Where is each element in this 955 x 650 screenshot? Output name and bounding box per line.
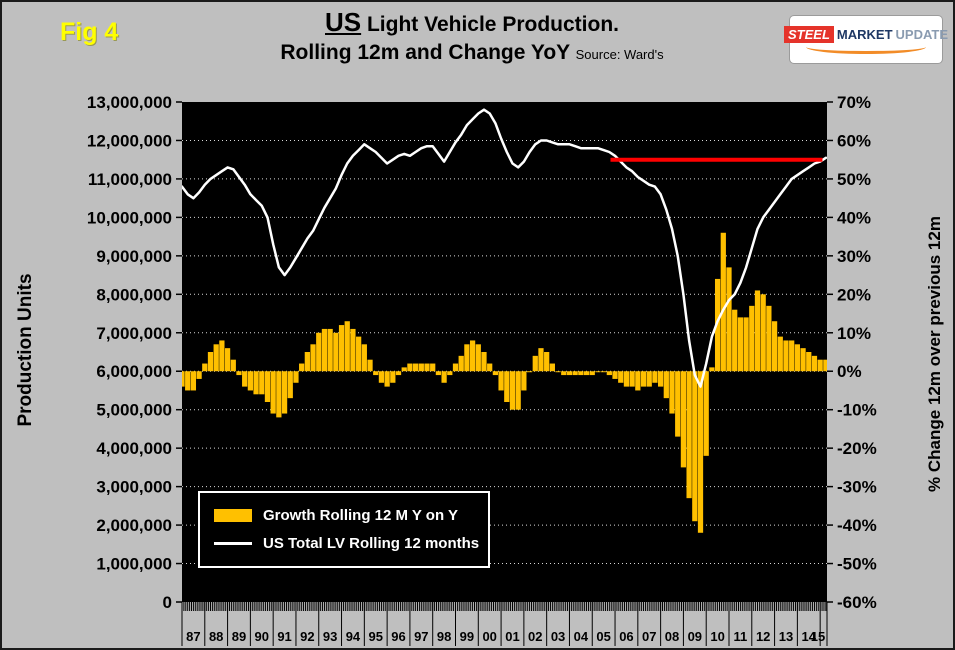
logo-steel-badge: STEEL — [784, 25, 834, 43]
svg-text:87: 87 — [186, 629, 200, 644]
title-line1: US Light Vehicle Production. — [132, 7, 812, 38]
svg-text:10: 10 — [710, 629, 724, 644]
svg-text:15: 15 — [811, 629, 825, 644]
svg-text:07: 07 — [642, 629, 656, 644]
logo-market-text: MARKET — [836, 26, 893, 42]
svg-text:4,000,000: 4,000,000 — [96, 439, 172, 458]
svg-text:-10%: -10% — [837, 401, 877, 420]
svg-text:1,000,000: 1,000,000 — [96, 555, 172, 574]
svg-text:05: 05 — [596, 629, 610, 644]
svg-text:60%: 60% — [837, 131, 871, 150]
svg-text:9,000,000: 9,000,000 — [96, 247, 172, 266]
steel-market-update-logo: STEEL MARKET UPDATE — [784, 16, 948, 63]
svg-text:99: 99 — [460, 629, 474, 644]
logo-text: STEEL MARKET UPDATE — [784, 25, 948, 43]
legend-item-growth: Growth Rolling 12 M Y on Y — [214, 507, 488, 524]
growth-series-swatch — [214, 509, 252, 522]
svg-text:40%: 40% — [837, 208, 871, 227]
svg-text:08: 08 — [665, 629, 679, 644]
legend: Growth Rolling 12 M Y on Y US Total LV R… — [198, 491, 490, 568]
svg-text:09: 09 — [688, 629, 702, 644]
svg-text:12: 12 — [756, 629, 770, 644]
svg-text:02: 02 — [528, 629, 542, 644]
source-note: Source: Ward's — [575, 47, 664, 62]
svg-text:50%: 50% — [837, 170, 871, 189]
svg-text:10%: 10% — [837, 324, 871, 343]
svg-text:91: 91 — [277, 629, 291, 644]
right-axis-title: % Change 12m over previous 12m — [925, 216, 944, 492]
svg-text:98: 98 — [437, 629, 451, 644]
production-series-swatch — [214, 542, 252, 545]
svg-text:7,000,000: 7,000,000 — [96, 324, 172, 343]
svg-text:-40%: -40% — [837, 516, 877, 535]
legend-label-growth: Growth Rolling 12 M Y on Y — [263, 507, 459, 524]
svg-text:00: 00 — [482, 629, 496, 644]
svg-text:8,000,000: 8,000,000 — [96, 285, 172, 304]
svg-text:88: 88 — [209, 629, 223, 644]
svg-text:0%: 0% — [837, 362, 862, 381]
svg-text:03: 03 — [551, 629, 565, 644]
svg-text:-60%: -60% — [837, 593, 877, 612]
svg-text:2,000,000: 2,000,000 — [96, 516, 172, 535]
svg-text:20%: 20% — [837, 285, 871, 304]
title-line2-text: Rolling 12m and Change YoY — [280, 41, 570, 64]
svg-text:01: 01 — [505, 629, 519, 644]
right-axis-labels: 70% 60% 50% 40% 30% 20% 10% 0% -10% -20% -30% -40% -… — [827, 93, 877, 612]
svg-text:10,000,000: 10,000,000 — [87, 208, 172, 227]
svg-text:-50%: -50% — [837, 555, 877, 574]
svg-text:90: 90 — [255, 629, 269, 644]
svg-text:89: 89 — [232, 629, 246, 644]
svg-text:0: 0 — [163, 593, 172, 612]
svg-text:13,000,000: 13,000,000 — [87, 93, 172, 112]
title-us: US — [325, 7, 362, 37]
svg-text:93: 93 — [323, 629, 337, 644]
svg-text:3,000,000: 3,000,000 — [96, 478, 172, 497]
svg-text:-30%: -30% — [837, 478, 877, 497]
svg-text:04: 04 — [574, 629, 589, 644]
svg-text:30%: 30% — [837, 247, 871, 266]
logo-update-text: UPDATE — [895, 26, 948, 42]
title-rest: Light Vehicle Production. — [361, 13, 619, 36]
svg-text:96: 96 — [391, 629, 405, 644]
svg-text:97: 97 — [414, 629, 428, 644]
svg-text:11,000,000: 11,000,000 — [88, 170, 172, 189]
figure-number: Fig 4 — [60, 18, 119, 46]
svg-text:94: 94 — [346, 629, 361, 644]
chart-title: US Light Vehicle Production. Rolling 12m… — [132, 7, 812, 65]
svg-text:12,000,000: 12,000,000 — [87, 131, 172, 150]
production-line-series — [182, 108, 827, 388]
svg-text:11: 11 — [734, 629, 748, 644]
svg-text:70%: 70% — [837, 93, 871, 112]
legend-item-production: US Total LV Rolling 12 months — [214, 535, 488, 552]
logo-swoosh — [806, 40, 926, 54]
x-axis: 87 88 89 90 91 92 93 94 95 96 97 98 99 00 01 02 03 04 05 06… — [181, 602, 828, 646]
svg-text:95: 95 — [368, 629, 382, 644]
left-axis-labels: 0 1,000,000 2,000,000 3,000,000 4,000,000 5,0… — [87, 93, 182, 612]
left-axis-title: Production Units — [15, 273, 36, 427]
svg-text:6,000,000: 6,000,000 — [96, 362, 172, 381]
title-line2: Rolling 12m and Change YoY Source: Ward'… — [132, 41, 812, 65]
svg-text:5,000,000: 5,000,000 — [96, 401, 172, 420]
svg-text:-20%: -20% — [837, 439, 877, 458]
svg-text:92: 92 — [300, 629, 314, 644]
legend-label-production: US Total LV Rolling 12 months — [263, 535, 480, 552]
svg-text:14: 14 — [802, 629, 817, 644]
svg-text:13: 13 — [779, 629, 793, 644]
growth-bars-series — [182, 232, 827, 533]
svg-text:06: 06 — [619, 629, 633, 644]
